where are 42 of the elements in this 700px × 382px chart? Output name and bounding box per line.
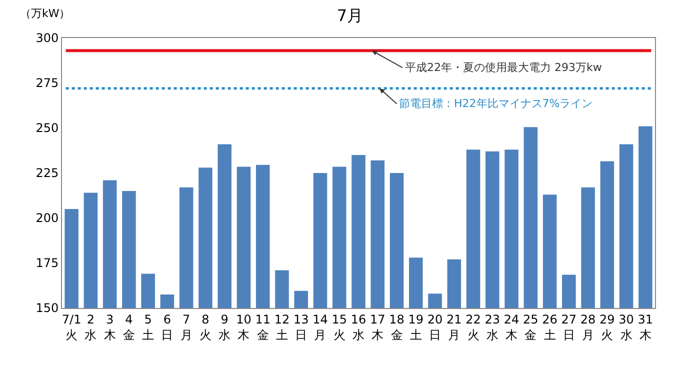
x-tick-label: 9 水 bbox=[218, 312, 231, 342]
y-tick-label: 200 bbox=[36, 211, 59, 226]
x-tick-label: 16 水 bbox=[350, 312, 366, 342]
x-tick-label: 15 火 bbox=[332, 312, 348, 342]
x-tick-label: 5 土 bbox=[142, 312, 154, 342]
y-tick-label: 175 bbox=[36, 256, 59, 270]
y-axis-title: （万kW） bbox=[20, 7, 70, 20]
x-tick-label: 14 月 bbox=[312, 312, 328, 342]
x-tick-label: 19 土 bbox=[408, 312, 424, 342]
x-tick-label: 18 金 bbox=[389, 312, 404, 342]
x-tick-label: 11 金 bbox=[255, 312, 270, 342]
x-tick-label: 8 火 bbox=[199, 312, 212, 342]
x-tick-label: 7/1 火 bbox=[62, 312, 82, 342]
y-tick-label: 250 bbox=[36, 121, 59, 136]
x-tick-label: 13 日 bbox=[293, 312, 309, 342]
x-tick-label: 12 土 bbox=[274, 312, 290, 342]
x-tick-label: 2 水 bbox=[84, 312, 97, 342]
x-tick-label: 23 水 bbox=[484, 312, 500, 342]
y-tick-label: 150 bbox=[36, 301, 59, 316]
x-tick-label: 20 日 bbox=[427, 312, 443, 342]
x-tick-label: 3 木 bbox=[104, 312, 116, 342]
y-tick-label: 275 bbox=[36, 76, 59, 90]
x-tick-label: 22 火 bbox=[466, 312, 481, 342]
chart-title: 7月 bbox=[336, 6, 364, 25]
x-tick-label: 26 土 bbox=[542, 312, 558, 342]
x-tick-label: 17 木 bbox=[370, 312, 386, 342]
x-tick-label: 24 木 bbox=[504, 312, 520, 342]
x-tick-label: 25 金 bbox=[523, 312, 538, 342]
y-tick-label: 300 bbox=[36, 31, 59, 46]
x-tick-label: 28 月 bbox=[580, 312, 596, 342]
x-tick-label: 29 火 bbox=[600, 312, 615, 342]
x-tick-label: 31 木 bbox=[638, 312, 654, 342]
x-tick-label: 7 月 bbox=[180, 312, 192, 342]
ref-line-label: 節電目標：H22年比マイナス7%ライン bbox=[399, 97, 593, 110]
y-tick-label: 225 bbox=[36, 166, 59, 180]
x-tick-label: 27 日 bbox=[561, 312, 577, 342]
x-tick-label: 21 月 bbox=[446, 312, 462, 342]
x-tick-label: 10 木 bbox=[236, 312, 252, 342]
ref-line-label: 平成22年・夏の使用最大電力 293万kw bbox=[405, 61, 602, 74]
x-tick-label: 4 金 bbox=[122, 312, 135, 342]
x-tick-label: 30 水 bbox=[618, 312, 634, 342]
x-tick-label: 6 日 bbox=[161, 312, 174, 342]
